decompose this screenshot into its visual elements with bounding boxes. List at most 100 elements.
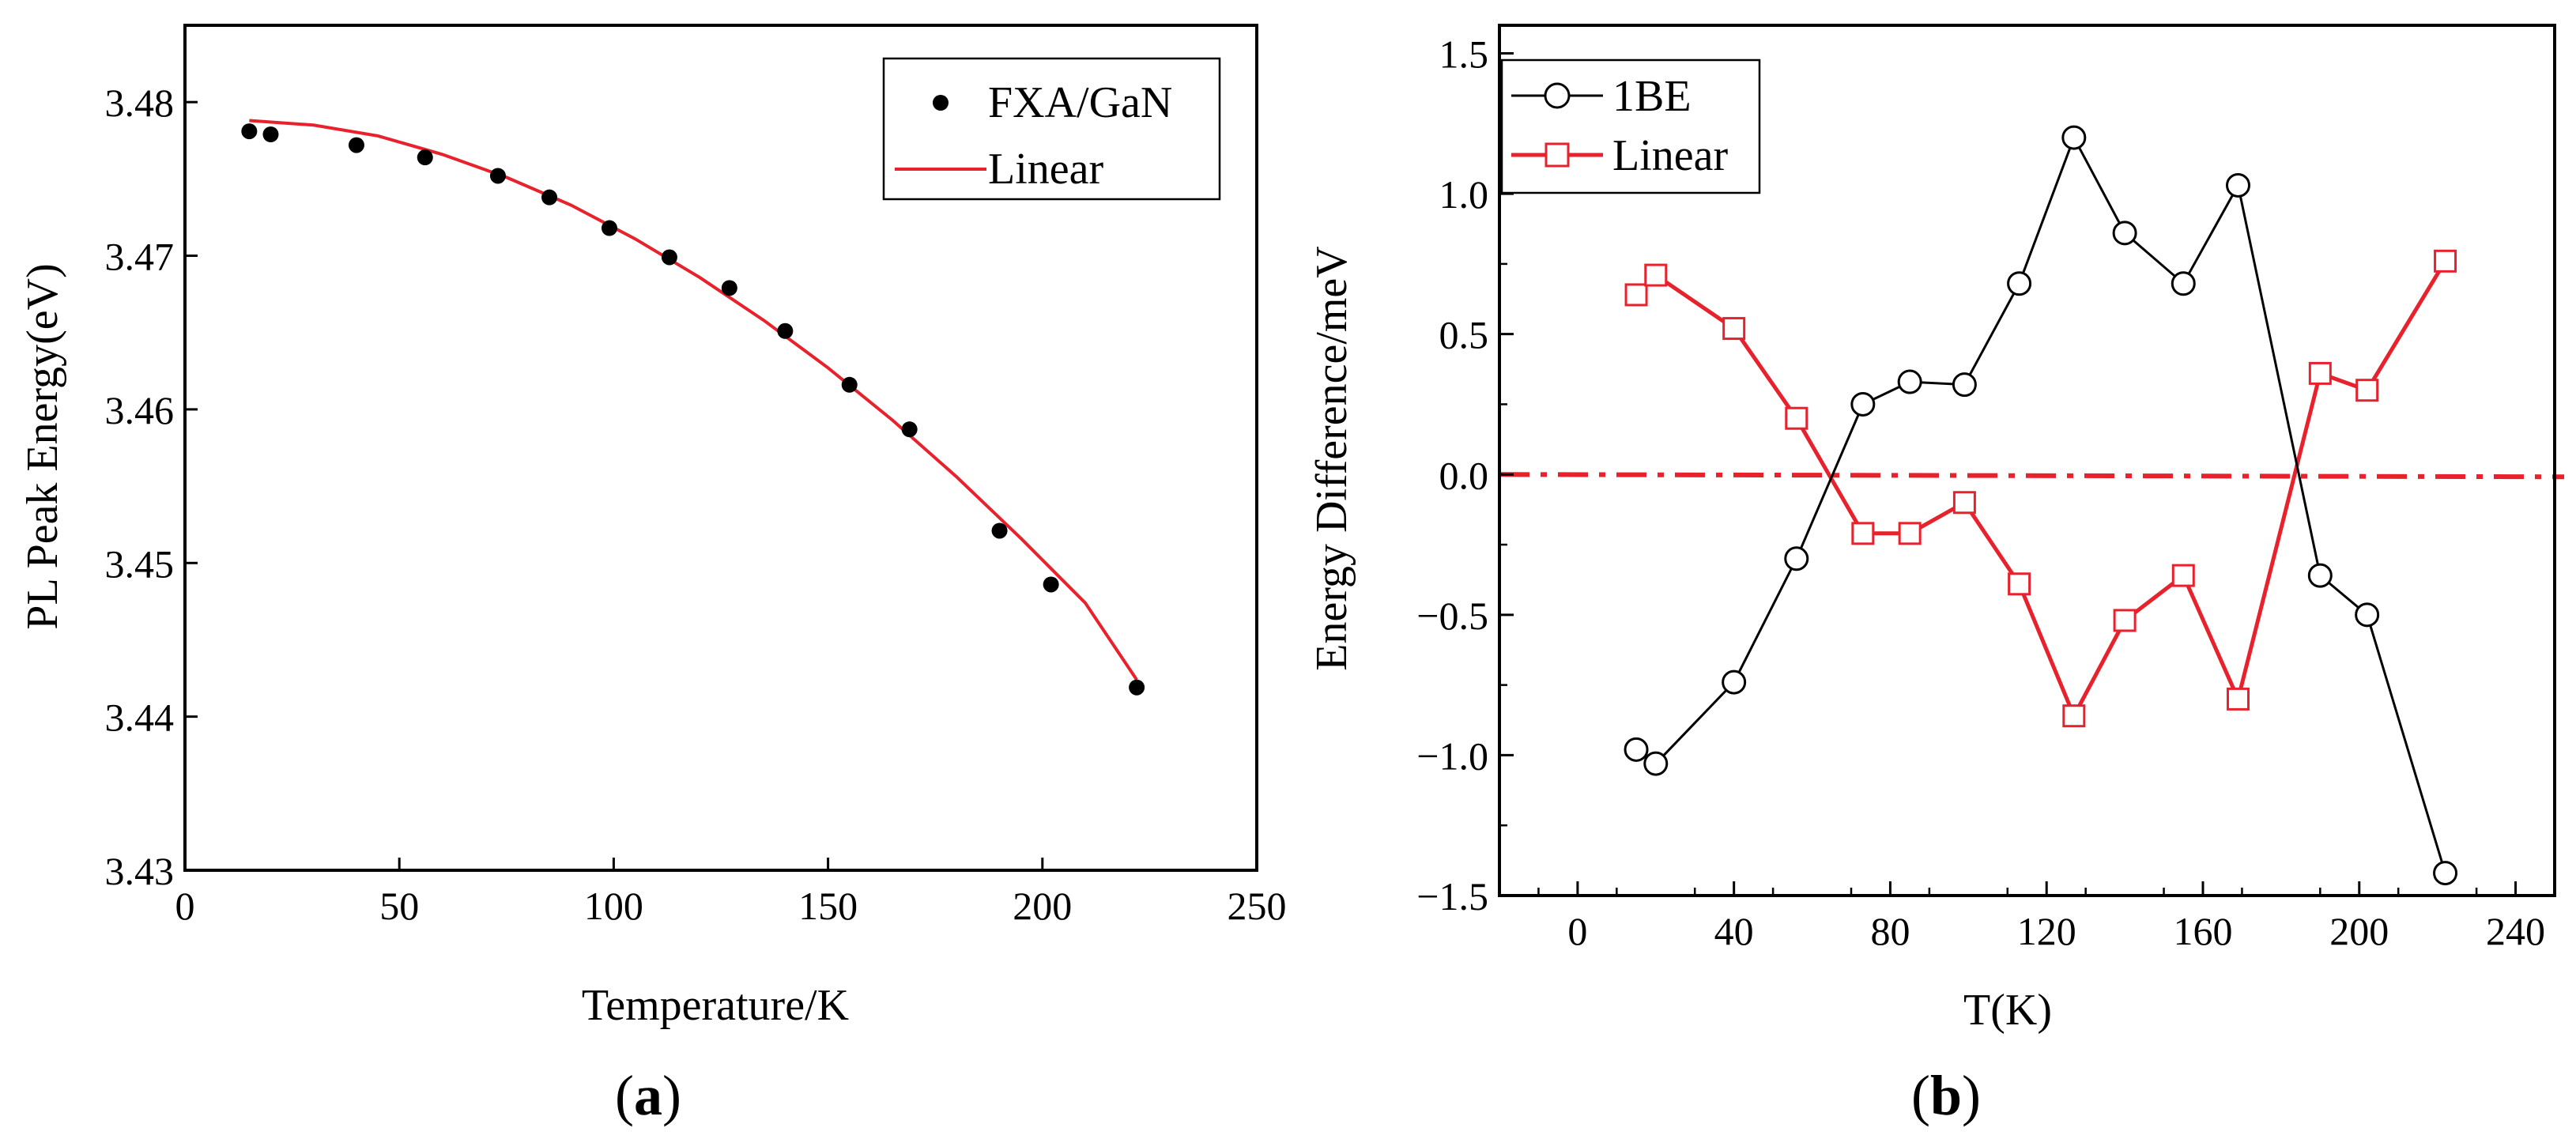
chart-a-legend: FXA/GaN Linear — [882, 57, 1221, 201]
chart-b-point-1be — [1624, 737, 1649, 762]
chart-a-ylabel: PL Peak Energy(eV) — [18, 263, 67, 629]
panel-label-a-letter: a — [634, 1064, 662, 1127]
chart-b-xtick-label: 80 — [1870, 909, 1910, 953]
chart-a-point-fxa — [262, 126, 279, 142]
chart-b-point-1be — [2061, 125, 2087, 150]
chart-b-legend-box — [1500, 58, 1761, 194]
chart-b-ylabel: Energy Difference/meV — [1307, 246, 1356, 670]
chart-b-ytick-label: 1.0 — [1439, 172, 1489, 217]
chart-b-zero-line — [1499, 472, 2565, 480]
chart-b-point-linear — [2227, 687, 2250, 711]
chart-a-marks — [241, 119, 1145, 696]
chart-b-ytick-label: 0.0 — [1439, 453, 1489, 497]
panel-label-a: (a) — [615, 1064, 681, 1127]
chart-a-point-fxa — [1043, 576, 1059, 593]
chart-b-xtick-label: 200 — [2329, 909, 2389, 953]
chart-b-point-1be — [1952, 372, 1977, 398]
chart-b-point-1be — [2433, 861, 2458, 886]
chart-b-point-linear — [2355, 379, 2379, 402]
legend-1be-marker — [1544, 82, 1571, 109]
chart-a-ytick-label: 3.45 — [105, 541, 175, 586]
chart-a-ytick-label: 3.47 — [105, 235, 175, 279]
chart-a-xtick-label: 150 — [798, 884, 858, 928]
chart-b-point-1be — [1784, 546, 1809, 571]
chart-a: 0 50 100 150 200 2503.433.443.453.463.473.48 … — [18, 24, 1287, 1127]
chart-a-point-fxa — [661, 249, 677, 266]
chart-b-ytick-label: 1.5 — [1439, 32, 1489, 77]
chart-b-xtick-label: 160 — [2174, 909, 2233, 953]
chart-b-xtick-label: 240 — [2486, 909, 2545, 953]
chart-a-point-fxa — [1129, 679, 1145, 696]
chart-b-xtick-label: 40 — [1714, 909, 1754, 953]
chart-b-point-1be — [2112, 221, 2137, 246]
chart-b-legend: 1BE Linear — [1500, 58, 1761, 194]
chart-b-point-1be — [2007, 271, 2032, 296]
chart-b-ytick-label: −0.5 — [1416, 594, 1488, 638]
chart-b-point-linear — [1644, 263, 1668, 287]
chart-b-ytick-label: −1.5 — [1416, 874, 1488, 918]
legend-1be-label: 1BE — [1612, 72, 1692, 121]
chart-a-xtick-label: 100 — [584, 884, 643, 928]
chart-a-frame — [183, 24, 1258, 872]
chart-b-ytick-label: −1.0 — [1416, 734, 1488, 778]
chart-b-point-linear — [2113, 609, 2137, 632]
chart-a-ytick-label: 3.48 — [105, 81, 175, 125]
chart-b-point-linear — [1952, 491, 1976, 515]
chart-a-series-linear-line — [249, 119, 1138, 681]
chart-b-point-1be — [2307, 563, 2333, 588]
chart-a-point-fxa — [991, 522, 1008, 539]
chart-a-ytick-label: 3.43 — [105, 849, 175, 893]
panel-label-b: (b) — [1911, 1064, 1981, 1127]
chart-a-legend-box — [882, 57, 1221, 201]
chart-a-point-fxa — [901, 421, 918, 438]
chart-a-point-fxa — [348, 137, 364, 153]
chart-b-point-linear — [1722, 317, 1746, 341]
chart-b-point-1be — [1643, 751, 1669, 776]
chart-b-point-linear — [2308, 361, 2332, 385]
chart-a-point-fxa — [541, 189, 558, 206]
chart-a-point-fxa — [241, 123, 258, 140]
chart-a-xtick-label: 200 — [1013, 884, 1072, 928]
chart-b-point-1be — [1897, 369, 1922, 394]
chart-b-point-1be — [2171, 271, 2196, 296]
chart-a-xlabel: Temperature/K — [582, 981, 849, 1030]
chart-b-point-1be — [1722, 669, 1747, 695]
legend-linear-b-label: Linear — [1612, 131, 1728, 180]
chart-a-ytick-label: 3.44 — [105, 696, 175, 740]
chart-a-xtick-label: 50 — [379, 884, 419, 928]
chart-b-frame — [1498, 24, 2556, 897]
chart-a-ticks: 0 50 100 150 200 250 3.43 3.44 3.45 3.46 3.47 3.48 — [105, 81, 1287, 928]
chart-b-xlabel: T(K) — [1963, 986, 2052, 1035]
chart-b-point-linear — [1624, 283, 1648, 307]
chart-b-marks — [1499, 125, 2565, 886]
chart-b-point-linear — [1785, 406, 1808, 430]
chart-a-point-fxa — [721, 280, 737, 296]
chart-b-point-1be — [1850, 391, 1876, 417]
chart-a-ytick-label: 3.46 — [105, 388, 175, 432]
chart-a-point-fxa — [417, 149, 433, 166]
chart-b-point-1be — [2226, 172, 2250, 198]
chart-b-ticks: 0 40 80 120 160 200 240 −1.5 −1.0 −0.5 0.0 0.5 1.0 1.… — [1416, 32, 2545, 953]
chart-a-point-fxa — [601, 220, 617, 236]
chart-b-point-linear — [2434, 249, 2457, 273]
chart-a-point-fxa — [777, 322, 794, 339]
legend-fxa-label: FXA/GaN — [988, 78, 1172, 127]
chart-b-point-linear — [2008, 572, 2031, 596]
chart-b-xtick-label: 0 — [1567, 909, 1587, 953]
chart-b-series-linear-line — [1635, 260, 2447, 721]
chart-b-point-linear — [1898, 522, 1922, 545]
chart-a-xtick-label: 0 — [175, 884, 195, 928]
chart-b-point-linear — [2171, 564, 2195, 587]
legend-linear-b-marker — [1544, 142, 1570, 168]
chart-b-xtick-label: 120 — [2017, 909, 2076, 953]
chart-b-series-1be-line — [1635, 134, 2447, 874]
chart-a-point-fxa — [841, 376, 858, 393]
legend-fxa-marker — [933, 95, 949, 111]
chart-a-xtick-label: 250 — [1228, 884, 1287, 928]
chart-b: 0 40 80 120 160 200 240 −1.5 −1.0 −0.5 0.0 0.5 1.0 1.… — [1307, 24, 2565, 1127]
chart-b-ytick-label: 0.5 — [1439, 313, 1489, 357]
legend-linear-a-label: Linear — [988, 145, 1103, 194]
chart-b-point-linear — [2062, 704, 2086, 728]
chart-a-point-fxa — [489, 168, 506, 184]
